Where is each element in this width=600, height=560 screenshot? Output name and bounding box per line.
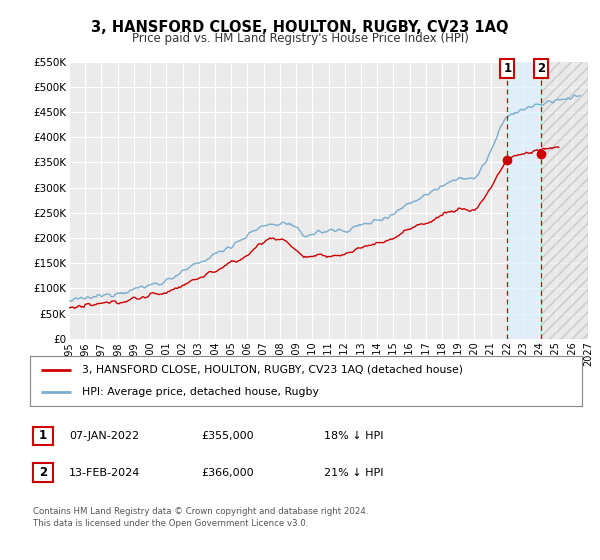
Text: Price paid vs. HM Land Registry's House Price Index (HPI): Price paid vs. HM Land Registry's House …: [131, 32, 469, 45]
Text: 07-JAN-2022: 07-JAN-2022: [69, 431, 139, 441]
Text: 1: 1: [39, 430, 47, 442]
Text: 2: 2: [39, 466, 47, 479]
Text: HPI: Average price, detached house, Rugby: HPI: Average price, detached house, Rugb…: [82, 387, 319, 397]
Text: £366,000: £366,000: [201, 468, 254, 478]
Text: £355,000: £355,000: [201, 431, 254, 441]
Text: 1: 1: [503, 62, 511, 74]
Bar: [541, 62, 588, 339]
Bar: [541, 62, 588, 339]
Text: 13-FEB-2024: 13-FEB-2024: [69, 468, 140, 478]
Text: 3, HANSFORD CLOSE, HOULTON, RUGBY, CV23 1AQ: 3, HANSFORD CLOSE, HOULTON, RUGBY, CV23 …: [91, 20, 509, 35]
Text: Contains HM Land Registry data © Crown copyright and database right 2024.
This d: Contains HM Land Registry data © Crown c…: [33, 507, 368, 528]
Text: 3, HANSFORD CLOSE, HOULTON, RUGBY, CV23 1AQ (detached house): 3, HANSFORD CLOSE, HOULTON, RUGBY, CV23 …: [82, 365, 463, 375]
Text: 21% ↓ HPI: 21% ↓ HPI: [324, 468, 383, 478]
Text: 18% ↓ HPI: 18% ↓ HPI: [324, 431, 383, 441]
Bar: [508, 62, 541, 339]
Text: 2: 2: [537, 62, 545, 74]
